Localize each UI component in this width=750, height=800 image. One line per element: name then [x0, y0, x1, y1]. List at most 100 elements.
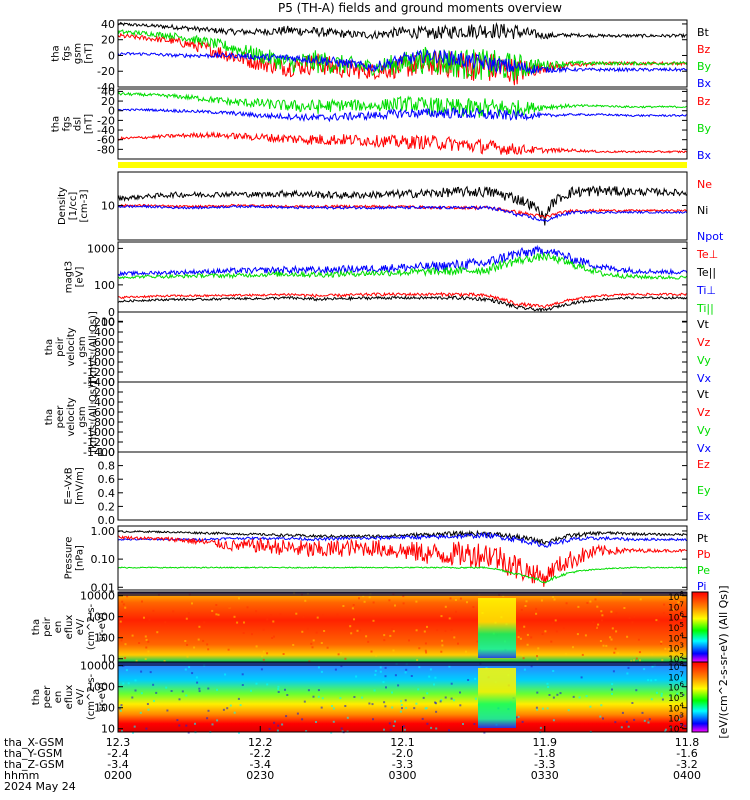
spectrogram-pixel	[152, 683, 155, 686]
y-axis-label-line: [nT]	[84, 43, 95, 63]
spectrogram-pixel	[341, 730, 344, 733]
spectrogram-pixel	[384, 705, 387, 708]
spectrogram-pixel	[236, 621, 239, 624]
spectrogram-pixel	[521, 654, 524, 657]
spectrogram-pixel	[402, 595, 405, 598]
spectrogram-pixel	[323, 630, 326, 632]
spectrogram-pixel	[340, 665, 343, 668]
x-tick-label: -3.2	[676, 758, 697, 771]
spectrogram-pixel	[660, 694, 663, 697]
spectrogram-pixel	[277, 691, 280, 693]
spectrogram-pixel	[552, 596, 555, 598]
y-tick-label: -600	[90, 406, 115, 419]
spectrogram-pixel	[307, 689, 310, 692]
spectrogram-pixel	[355, 675, 358, 678]
spectrogram-pixel	[550, 640, 553, 643]
spectrogram-pixel	[623, 607, 626, 609]
spectrogram-pixel	[296, 712, 299, 715]
y-axis-label-line: (cm^2-s-	[86, 673, 97, 720]
spectrogram-pixel	[193, 646, 196, 649]
y-axis-label-line: velocity	[66, 327, 77, 366]
spectrogram-pixel	[383, 701, 386, 704]
spectrogram-pixel	[611, 693, 613, 695]
spectrogram-pixel	[424, 649, 427, 652]
spectrogram-pixel	[148, 618, 151, 621]
spectrogram-pixel	[441, 639, 444, 642]
spectrogram-pixel	[379, 666, 382, 669]
spectrogram-pixel	[207, 709, 210, 712]
y-axis-label-line: tha	[44, 339, 55, 355]
spectrogram-pixel	[426, 625, 428, 628]
spectrogram-pixel	[330, 731, 333, 734]
spectrogram-pixel	[610, 610, 613, 613]
y-axis-label-line: (cm^2-s-	[86, 603, 97, 650]
spectrogram-pixel	[139, 711, 142, 714]
spectrogram-pixel	[565, 653, 568, 656]
legend-density-0: Ne	[697, 178, 712, 191]
spectrogram-pixel	[602, 717, 604, 720]
spectrogram-pixel	[536, 655, 538, 658]
spectrogram-pixel	[383, 728, 385, 731]
series-fgs-dsl-2	[117, 131, 688, 155]
spectrogram-pixel	[664, 647, 667, 650]
legend-temperature-1: Te||	[696, 266, 716, 279]
legend-pressure-1: Pb	[697, 548, 711, 561]
spectrogram-pixel	[643, 719, 646, 722]
spectrogram-pixel	[457, 642, 459, 645]
spectrogram-pixel	[194, 722, 196, 725]
y-tick-label: 0.2	[98, 500, 116, 513]
spectrogram-pixel	[191, 602, 193, 605]
spectrogram-pixel	[615, 612, 618, 615]
series-fgs-gsm-2	[117, 29, 688, 81]
spectrogram-pixel	[320, 706, 323, 709]
spectrogram-pixel	[402, 725, 405, 728]
spectrogram-pixel	[302, 615, 305, 618]
spectrogram-pixel	[552, 719, 555, 722]
spectrogram-pixel	[260, 668, 263, 671]
spectrogram-pixel	[141, 600, 143, 603]
y-tick-label: -40	[97, 124, 115, 137]
spectrogram-pixel	[589, 600, 592, 603]
spectrogram-pixel	[119, 620, 122, 623]
y-tick-label: 0	[108, 376, 115, 389]
y-tick-label: 0	[108, 105, 115, 118]
spectrogram-pixel	[541, 633, 544, 635]
x-row-label: hhmm	[4, 769, 39, 782]
panel-fgs-gsm: 40 20 0 -20 -40 tha fgs gsm [nT] Bt Bz By Bx	[51, 18, 712, 94]
spectrogram-pixel	[303, 700, 306, 703]
series-temperature-3	[117, 295, 688, 313]
spectrogram-pixel	[238, 731, 240, 734]
spectrogram-pixel	[537, 647, 540, 650]
spectrogram-pixel	[372, 601, 375, 604]
y-tick-label: -1200	[83, 366, 115, 379]
spectrogram-pixel	[238, 597, 240, 600]
spectrogram-pixel	[215, 613, 218, 616]
spectrogram-pixel	[405, 668, 408, 671]
spectrogram-pixel	[661, 698, 664, 701]
spectrogram-pixel	[522, 657, 525, 660]
legend-peir-velocity-1: Vz	[697, 336, 711, 349]
spectrogram-pixel	[594, 598, 597, 601]
colorbar-upper	[691, 591, 709, 663]
y-axis-label-line: magt3	[64, 261, 75, 294]
spectrogram-pixel	[134, 679, 137, 682]
legend-fgs-dsl-0: Bz	[697, 95, 711, 108]
spectrogram-pixel	[628, 616, 631, 619]
spectrogram-pixel	[241, 684, 244, 686]
legend-fgs-gsm-2: By	[697, 60, 712, 73]
spectrogram-pixel	[415, 702, 418, 705]
spectrogram-pixel	[440, 650, 443, 653]
spectrogram-pixel	[230, 614, 233, 617]
spectrogram-pixel	[306, 627, 309, 630]
spectrogram-pixel	[371, 703, 374, 706]
spectrogram-pixel	[402, 602, 405, 605]
spectrogram-pixel	[167, 625, 170, 627]
spectrogram-pixel	[627, 725, 630, 728]
spectrogram-pixel	[474, 677, 477, 680]
spectrogram-pixel	[121, 730, 123, 733]
spectrogram-pixel	[285, 715, 288, 718]
y-axis-label-line: [1/cc]	[68, 192, 79, 221]
spectrogram-pixel	[435, 710, 438, 713]
spectrogram-pixel	[450, 697, 453, 700]
spectrogram-pixel	[474, 697, 477, 700]
